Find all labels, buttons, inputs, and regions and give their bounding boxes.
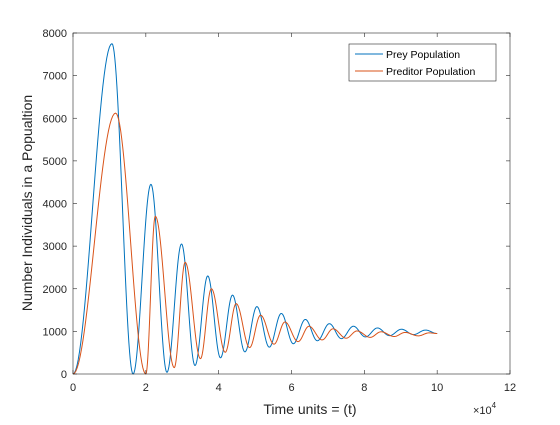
- legend[interactable]: Prey Population Preditor Population: [348, 43, 497, 82]
- x-tick-label: 0: [70, 382, 76, 394]
- axes-layer: 0 2 4 6 8 10 12 0 1000 2000 3000 4000 5000 6000 7000 80…: [43, 28, 517, 394]
- series-line-preditor: [72, 112, 438, 375]
- x-tick-label: 10: [431, 382, 443, 394]
- x-multiplier-exponent: 4: [492, 401, 497, 410]
- legend-label-prey: Prey Population: [386, 49, 460, 61]
- plot-background: [73, 33, 510, 374]
- y-tick-label: 7000: [43, 71, 67, 83]
- plot-area: [73, 33, 510, 374]
- y-tick-label: 0: [61, 369, 67, 381]
- series-layer: [72, 43, 438, 375]
- y-tick-label: 1000: [43, 326, 67, 338]
- y-tick-label: 2000: [43, 284, 67, 296]
- x-multiplier-base: ×10: [473, 405, 492, 417]
- x-axis-multiplier: ×104: [473, 401, 497, 417]
- x-tick-label: 12: [504, 382, 516, 394]
- x-tick-label: 8: [361, 382, 367, 394]
- legend-box: [348, 43, 497, 82]
- x-tick-label: 6: [288, 382, 294, 394]
- y-axis-label: Number Individuals in a Popualtion: [19, 95, 35, 311]
- x-tick-label: 2: [143, 382, 149, 394]
- x-axis-label: Time units = (t): [263, 401, 356, 417]
- y-tick-label: 8000: [43, 28, 67, 40]
- y-tick-label: 5000: [43, 156, 67, 168]
- y-tick-label: 3000: [43, 241, 67, 253]
- legend-label-preditor: Preditor Population: [386, 66, 475, 78]
- y-tick-label: 4000: [43, 199, 67, 211]
- x-tick-label: 4: [216, 382, 222, 394]
- y-tick-label: 6000: [43, 113, 67, 125]
- series-line-prey: [72, 43, 438, 375]
